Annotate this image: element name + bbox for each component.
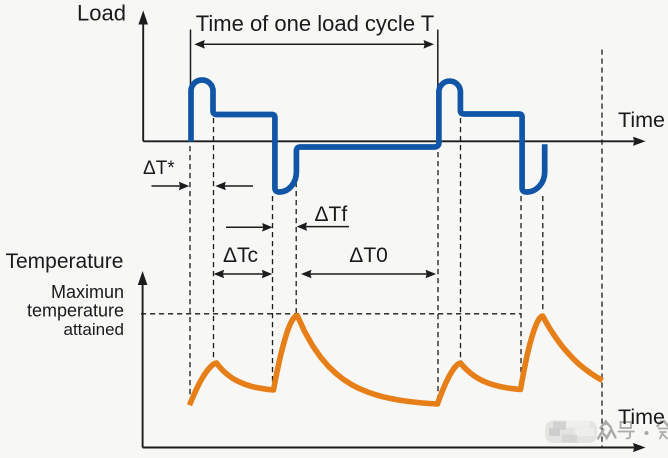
svg-text:ΔTf: ΔTf <box>315 203 348 226</box>
svg-text:Time of one load cycle T: Time of one load cycle T <box>196 11 434 36</box>
svg-text:Temperature: Temperature <box>6 250 124 273</box>
svg-text:Time: Time <box>618 405 665 429</box>
svg-text:attained: attained <box>64 320 125 339</box>
svg-text:Time: Time <box>618 108 665 132</box>
svg-text:ΔT*: ΔT* <box>143 158 175 179</box>
svg-text:ΔTc: ΔTc <box>223 244 258 267</box>
svg-text:Load: Load <box>77 1 126 26</box>
svg-text:ΔT0: ΔT0 <box>349 244 388 267</box>
svg-text:temperature: temperature <box>27 301 124 321</box>
svg-text:Maximun: Maximun <box>51 282 124 302</box>
